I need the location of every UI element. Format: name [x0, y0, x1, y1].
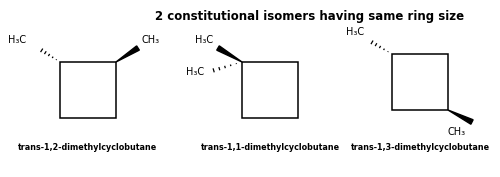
Text: H₃C: H₃C — [186, 67, 204, 77]
Bar — [60, 62, 116, 118]
Text: H₃C: H₃C — [8, 35, 26, 45]
Polygon shape — [216, 46, 242, 62]
Text: H₃C: H₃C — [346, 27, 364, 37]
Polygon shape — [448, 110, 473, 124]
Text: trans-1,2-dimethylcyclobutane: trans-1,2-dimethylcyclobutane — [18, 143, 158, 152]
Bar — [392, 54, 448, 110]
Text: 2 constitutional isomers having same ring size: 2 constitutional isomers having same rin… — [156, 10, 465, 23]
Text: trans-1,1-dimethylcyclobutane: trans-1,1-dimethylcyclobutane — [200, 143, 340, 152]
Text: H₃C: H₃C — [195, 35, 213, 45]
Text: trans-1,3-dimethylcyclobutane: trans-1,3-dimethylcyclobutane — [350, 143, 490, 152]
Polygon shape — [116, 46, 140, 62]
Bar — [242, 62, 298, 118]
Text: CH₃: CH₃ — [142, 35, 160, 45]
Text: CH₃: CH₃ — [448, 127, 466, 137]
